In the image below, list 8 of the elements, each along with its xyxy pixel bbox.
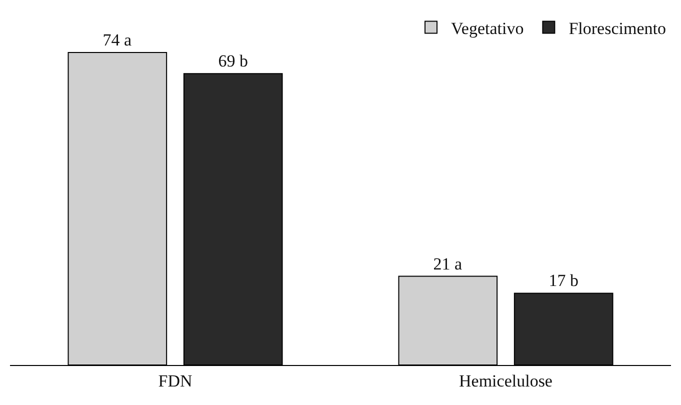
- data-label: 21 a: [433, 254, 463, 274]
- legend-label: Vegetativo: [451, 18, 524, 38]
- x-tick-label: Hemicelulose: [459, 371, 552, 390]
- data-label: 69 b: [218, 52, 248, 71]
- x-tick-label: FDN: [158, 371, 192, 390]
- data-label: 74 a: [102, 30, 132, 50]
- data-label: 17 b: [548, 271, 578, 290]
- legend-label: Florescimento: [568, 18, 666, 38]
